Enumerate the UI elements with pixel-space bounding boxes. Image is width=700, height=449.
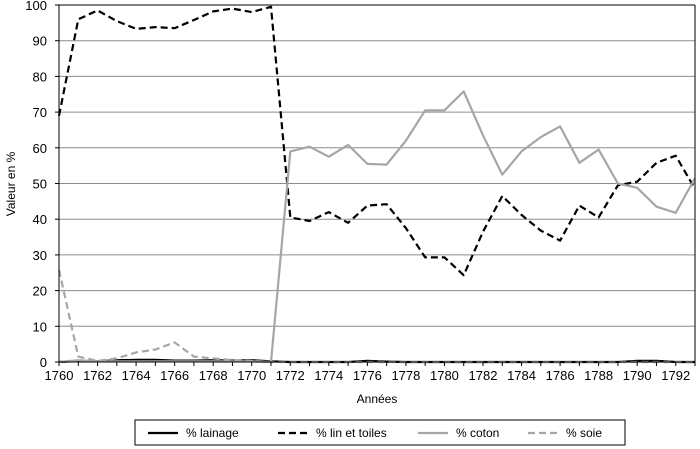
y-tick-label-80: 80 (33, 69, 47, 84)
y-tick-label-60: 60 (33, 141, 47, 156)
x-tick-label-1770: 1770 (237, 368, 266, 383)
x-tick-label-1778: 1778 (391, 368, 420, 383)
series-line-coton (58, 90, 696, 364)
legend: % lainage % lin et toiles % coton % soie (134, 419, 626, 446)
y-tick-label-70: 70 (33, 105, 47, 120)
x-tick-label-1790: 1790 (623, 368, 652, 383)
y-axis-title: Valeur en % (4, 151, 18, 216)
x-tick-label-1772: 1772 (276, 368, 305, 383)
y-tick-label-40: 40 (33, 212, 47, 227)
x-axis-title: Années (357, 392, 398, 406)
x-tick-label-1768: 1768 (199, 368, 228, 383)
x-tick-label-1784: 1784 (507, 368, 536, 383)
gridlines (59, 40, 695, 327)
y-tick-label-50: 50 (33, 177, 47, 192)
y-tick-label-100: 100 (25, 0, 47, 13)
y-tick-label-20: 20 (33, 284, 47, 299)
y-tick-label-0: 0 (40, 355, 47, 370)
legend-label-coton: % coton (456, 426, 499, 440)
x-tick-label-1782: 1782 (469, 368, 498, 383)
legend-label-lin-et-toiles: % lin et toiles (316, 426, 387, 440)
y-tick-label-30: 30 (33, 248, 47, 263)
legend-label-lainage: % lainage (186, 426, 239, 440)
x-tick-label-1760: 1760 (45, 368, 74, 383)
x-tick-label-1780: 1780 (430, 368, 459, 383)
y-tick-label-10: 10 (33, 319, 47, 334)
series-line-lin-et-toiles (57, 5, 696, 277)
x-tick-label-1774: 1774 (314, 368, 343, 383)
legend-label-soie: % soie (566, 426, 602, 440)
x-tick-label-1764: 1764 (122, 368, 151, 383)
x-tick-labels: 1760 1762 1764 1766 1768 1770 1772 1774 1776 1778… (45, 362, 696, 383)
x-tick-label-1786: 1786 (546, 368, 575, 383)
y-tick-label-90: 90 (33, 34, 47, 49)
x-tick-label-1762: 1762 (83, 368, 112, 383)
x-tick-label-1766: 1766 (160, 368, 189, 383)
x-tick-label-1776: 1776 (353, 368, 382, 383)
x-tick-label-1792: 1792 (661, 368, 690, 383)
y-tick-labels: 0 10 20 30 40 50 60 70 80 90 100 (25, 0, 59, 370)
x-tick-label-1788: 1788 (584, 368, 613, 383)
